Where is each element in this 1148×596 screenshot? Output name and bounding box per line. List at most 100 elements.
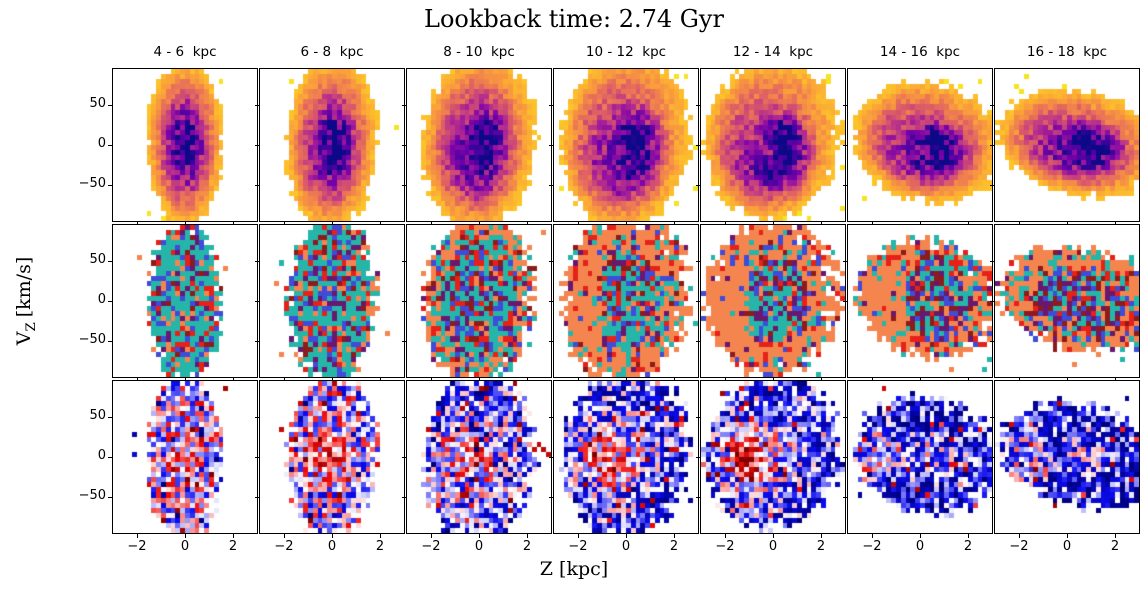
y-tick-mark bbox=[696, 261, 700, 262]
x-tick-mark bbox=[527, 534, 528, 538]
y-tick-mark bbox=[108, 185, 112, 186]
column-header: 12 - 14 kpc bbox=[732, 44, 814, 60]
y-tick-mark bbox=[696, 417, 700, 418]
heatmap-panel-row1-col1 bbox=[112, 68, 258, 222]
x-tick-label: 0 bbox=[915, 539, 925, 554]
y-tick-label: 0 bbox=[97, 292, 106, 307]
heatmap-panel-row2-col3 bbox=[406, 224, 552, 378]
y-tick-mark bbox=[255, 301, 259, 302]
heatmap-canvas-row2-col7 bbox=[995, 225, 1139, 377]
y-tick-mark bbox=[843, 145, 847, 146]
y-tick-label: 0 bbox=[97, 136, 106, 151]
heatmap-panel-row1-col5 bbox=[700, 68, 846, 222]
heatmap-canvas-row3-col7 bbox=[995, 381, 1139, 533]
x-tick-mark bbox=[233, 534, 234, 538]
y-tick-mark bbox=[843, 261, 847, 262]
heatmap-panel-row2-col2 bbox=[259, 224, 405, 378]
x-tick-label: 2 bbox=[963, 539, 973, 554]
y-tick-label: −50 bbox=[78, 332, 106, 347]
y-tick-mark bbox=[255, 145, 259, 146]
heatmap-panel-row3-col5 bbox=[700, 380, 846, 534]
x-tick-label: 2 bbox=[522, 539, 532, 554]
y-tick-mark bbox=[108, 301, 112, 302]
y-tick-mark bbox=[549, 341, 553, 342]
y-tick-mark bbox=[843, 417, 847, 418]
y-tick-mark bbox=[549, 185, 553, 186]
y-tick-mark bbox=[108, 145, 112, 146]
y-tick-mark bbox=[843, 105, 847, 106]
x-tick-mark bbox=[479, 534, 480, 538]
y-tick-mark bbox=[255, 457, 259, 458]
column-header: 16 - 18 kpc bbox=[1026, 44, 1108, 60]
y-tick-mark bbox=[990, 301, 994, 302]
y-tick-mark bbox=[108, 105, 112, 106]
heatmap-canvas-row1-col2 bbox=[260, 69, 404, 221]
heatmap-canvas-row2-col5 bbox=[701, 225, 845, 377]
x-tick-mark bbox=[1115, 534, 1116, 538]
x-tick-mark bbox=[872, 534, 873, 538]
x-tick-mark bbox=[1019, 534, 1020, 538]
heatmap-canvas-row1-col3 bbox=[407, 69, 551, 221]
x-tick-label: 2 bbox=[1110, 539, 1120, 554]
x-tick-label: −2 bbox=[568, 539, 588, 554]
y-tick-mark bbox=[402, 105, 406, 106]
heatmap-canvas-row2-col1 bbox=[113, 225, 257, 377]
y-tick-mark bbox=[402, 145, 406, 146]
x-tick-mark bbox=[185, 534, 186, 538]
heatmap-panel-row3-col3 bbox=[406, 380, 552, 534]
x-tick-label: −2 bbox=[1009, 539, 1029, 554]
y-tick-mark bbox=[990, 497, 994, 498]
x-tick-label: 2 bbox=[375, 539, 385, 554]
y-tick-label: 0 bbox=[97, 448, 106, 463]
heatmap-canvas-row3-col6 bbox=[848, 381, 992, 533]
y-tick-mark bbox=[402, 185, 406, 186]
y-tick-mark bbox=[255, 341, 259, 342]
y-axis-label-unit: [km/s] bbox=[13, 256, 35, 318]
y-tick-mark bbox=[696, 301, 700, 302]
y-tick-mark bbox=[990, 341, 994, 342]
y-tick-mark bbox=[255, 417, 259, 418]
y-tick-label: −50 bbox=[78, 488, 106, 503]
heatmap-canvas-row3-col1 bbox=[113, 381, 257, 533]
heatmap-canvas-row1-col4 bbox=[554, 69, 698, 221]
x-tick-mark bbox=[332, 534, 333, 538]
y-tick-mark bbox=[255, 261, 259, 262]
y-tick-mark bbox=[402, 497, 406, 498]
x-tick-mark bbox=[1067, 534, 1068, 538]
y-tick-mark bbox=[549, 301, 553, 302]
heatmap-panel-row2-col1 bbox=[112, 224, 258, 378]
heatmap-panel-row3-col6 bbox=[847, 380, 993, 534]
y-tick-mark bbox=[108, 417, 112, 418]
heatmap-panel-row3-col1 bbox=[112, 380, 258, 534]
figure-title: Lookback time: 2.74 Gyr bbox=[424, 5, 724, 33]
heatmap-panel-row3-col4 bbox=[553, 380, 699, 534]
x-tick-label: 0 bbox=[1062, 539, 1072, 554]
heatmap-canvas-row1-col6 bbox=[848, 69, 992, 221]
y-tick-mark bbox=[696, 341, 700, 342]
y-tick-mark bbox=[549, 457, 553, 458]
y-axis-label: VZ [km/s] bbox=[13, 70, 41, 532]
y-tick-mark bbox=[255, 185, 259, 186]
x-tick-mark bbox=[674, 534, 675, 538]
heatmap-panel-row1-col4 bbox=[553, 68, 699, 222]
y-tick-mark bbox=[549, 497, 553, 498]
x-tick-label: −2 bbox=[127, 539, 147, 554]
y-tick-mark bbox=[255, 497, 259, 498]
y-axis-label-base: V bbox=[13, 331, 35, 346]
x-tick-label: −2 bbox=[421, 539, 441, 554]
heatmap-panel-row1-col7 bbox=[994, 68, 1140, 222]
y-tick-mark bbox=[990, 261, 994, 262]
heatmap-canvas-row2-col6 bbox=[848, 225, 992, 377]
y-tick-mark bbox=[696, 185, 700, 186]
heatmap-panel-row1-col2 bbox=[259, 68, 405, 222]
y-tick-label: 50 bbox=[89, 96, 106, 111]
x-tick-label: −2 bbox=[274, 539, 294, 554]
y-tick-mark bbox=[843, 185, 847, 186]
heatmap-canvas-row2-col3 bbox=[407, 225, 551, 377]
heatmap-panel-row2-col6 bbox=[847, 224, 993, 378]
y-tick-mark bbox=[402, 341, 406, 342]
y-tick-mark bbox=[549, 145, 553, 146]
column-header: 8 - 10 kpc bbox=[443, 44, 515, 60]
y-tick-mark bbox=[108, 341, 112, 342]
